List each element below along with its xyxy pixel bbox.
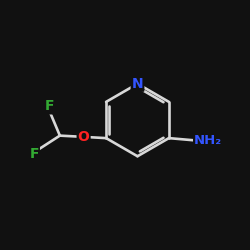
Text: NH₂: NH₂ (194, 134, 222, 147)
Text: O: O (78, 130, 90, 144)
Text: N: N (132, 77, 143, 91)
Text: F: F (29, 147, 39, 161)
Text: F: F (45, 99, 54, 114)
